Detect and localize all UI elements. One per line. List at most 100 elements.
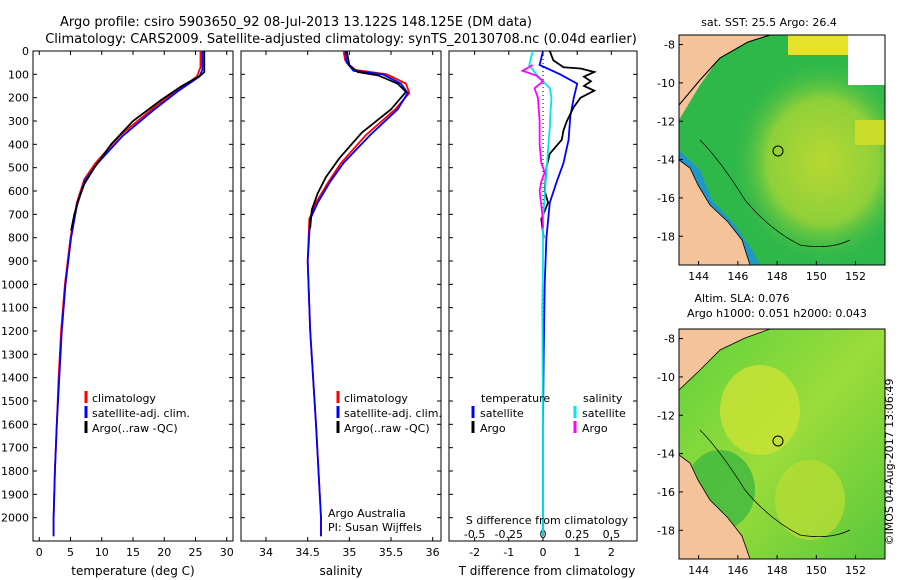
reef-contour	[699, 429, 851, 537]
series-line-satellite-adj-clim-	[306, 51, 409, 537]
sla-high-anomaly	[720, 365, 800, 455]
reef-contour	[699, 139, 851, 247]
y-tick-label: 200	[8, 92, 29, 105]
x-tick-label: -1	[503, 546, 514, 559]
sst-yellow-patch-2	[855, 120, 885, 145]
sla-high-anomaly-2	[775, 460, 845, 540]
legend-label-s-satellite: satellite	[582, 407, 626, 420]
legend-label-satellite-adj: satellite-adj. clim.	[92, 407, 190, 420]
s-tick-label: 0.5	[603, 528, 621, 541]
map-y-tick-label: -8	[664, 39, 675, 52]
temperature-panel: 0100200300400500600700800900100011001200…	[1, 45, 234, 578]
y-tick-label: 700	[8, 208, 29, 221]
y-tick-label: 1400	[1, 372, 29, 385]
land-png	[679, 329, 771, 391]
y-tick-label: 1300	[1, 348, 29, 361]
map-y-tick-label: -8	[664, 333, 675, 346]
s-tick-label: -0.5	[464, 528, 485, 541]
series-line-climatology	[52, 51, 202, 537]
x-tick-label: 10	[95, 546, 109, 559]
series-line-s-argo	[520, 64, 546, 229]
legend-label-satellite-adj: satellite-adj. clim.	[344, 407, 442, 420]
sst-map-frame	[678, 34, 886, 266]
temperature-x-axis: 0 5 10 15 20 25 30	[36, 51, 234, 559]
sst-map-axes: 144 146 148 150 152 -8 -10 -12 -14 -16 -18	[657, 39, 866, 283]
difference-legend: temperature salinity satellite Argo sate…	[471, 392, 626, 435]
map-x-tick-label: 150	[806, 270, 827, 283]
imos-timestamp: ©IMOS 04-Aug-2017 13:06:49	[883, 379, 896, 546]
sla-map-frame	[678, 328, 886, 560]
y-tick-label: 400	[8, 138, 29, 151]
s-difference-label: S difference from climatology	[466, 514, 629, 527]
map-x-tick-label: 152	[845, 564, 866, 577]
y-tick-label: 800	[8, 232, 29, 245]
x-tick-label: 35	[342, 546, 356, 559]
x-tick-label: 15	[126, 546, 140, 559]
x-tick-label: 5	[67, 546, 74, 559]
salinity-x-axis: 34 34.5 35 35.5 36	[259, 51, 440, 559]
y-tick-label: 0	[22, 45, 29, 58]
salinity-legend: climatology satellite-adj. clim. Argo(..…	[336, 391, 442, 435]
map-x-tick-label: 146	[727, 270, 748, 283]
series-line-satellite-adj-clim-	[52, 51, 204, 537]
map-x-tick-label: 152	[845, 270, 866, 283]
x-tick-label: 35.5	[379, 546, 404, 559]
legend-label-t-argo: Argo	[480, 422, 506, 435]
legend-label-argo: Argo(..raw -QC)	[344, 422, 430, 435]
map-x-tick-label: 150	[806, 564, 827, 577]
s-tick-label: 0.25	[565, 528, 590, 541]
salinity-axes-frame	[240, 50, 442, 542]
legend-title-salinity: salinity	[583, 392, 623, 405]
figure-title-line1: Argo profile: csiro 5903650_92 08-Jul-20…	[60, 15, 532, 30]
t-difference-label: T difference from climatology	[458, 564, 636, 578]
y-tick-label: 1500	[1, 395, 29, 408]
difference-panel: -2 -1 0 1 2 -0.5 -0.25 0 0.25 0.5 S difference f…	[448, 50, 638, 578]
s-tick-label: -0.25	[495, 528, 523, 541]
series-line-argo-raw-qc-	[70, 51, 206, 231]
legend-label-climatology: climatology	[344, 392, 408, 405]
y-tick-label: 1200	[1, 325, 29, 338]
x-tick-label: 1	[574, 546, 581, 559]
map-x-tick-label: 148	[767, 564, 788, 577]
sla-map-axes: 144 146 148 150 152 -8 -10 -12 -14 -16 -18	[657, 333, 866, 577]
x-tick-label: 30	[220, 546, 234, 559]
figure-title-line2: Climatology: CARS2009. Satellite-adjuste…	[45, 32, 637, 47]
coastline	[679, 35, 771, 106]
temperature-xlabel: temperature (deg C)	[71, 564, 194, 578]
difference-y-ticks	[449, 50, 637, 519]
y-tick-label: 500	[8, 162, 29, 175]
map-x-tick-label: 148	[767, 270, 788, 283]
map-y-tick-label: -14	[657, 448, 675, 461]
salinity-xlabel: salinity	[319, 564, 362, 578]
sst-map: sat. SST: 25.5 Argo: 26.4 144 146 148 150 15…	[657, 16, 886, 283]
series-line-climatology	[306, 51, 411, 537]
sst-yellow-patch	[788, 35, 848, 55]
x-tick-label: -2	[469, 546, 480, 559]
argo-position-marker	[772, 435, 784, 447]
y-tick-label: 600	[8, 185, 29, 198]
x-tick-label: 25	[189, 546, 203, 559]
map-x-tick-label: 144	[688, 270, 709, 283]
argo-position-marker	[772, 145, 784, 157]
map-x-tick-label: 144	[688, 564, 709, 577]
x-tick-label: 0	[36, 546, 43, 559]
credit-line2: PI: Susan Wijffels	[328, 521, 422, 534]
y-tick-label: 1800	[1, 465, 29, 478]
map-y-tick-label: -16	[657, 486, 675, 499]
credit-line1: Argo Australia	[328, 507, 406, 520]
y-tick-label: 900	[8, 255, 29, 268]
x-tick-label: 20	[157, 546, 171, 559]
legend-title-temperature: temperature	[481, 392, 550, 405]
sla-map-title-line2: Argo h1000: 0.051 h2000: 0.043	[687, 307, 867, 320]
y-tick-label: 2000	[1, 512, 29, 525]
y-tick-label: 1700	[1, 442, 29, 455]
sst-missing-data	[848, 35, 885, 85]
y-tick-label: 1900	[1, 488, 29, 501]
y-tick-label: 1100	[1, 302, 29, 315]
y-tick-label: 1000	[1, 278, 29, 291]
map-y-tick-label: -16	[657, 192, 675, 205]
salinity-panel: 34 34.5 35 35.5 36 salinity climatology sate…	[240, 50, 442, 578]
map-y-tick-label: -12	[657, 115, 675, 128]
x-tick-label: 2	[608, 546, 615, 559]
